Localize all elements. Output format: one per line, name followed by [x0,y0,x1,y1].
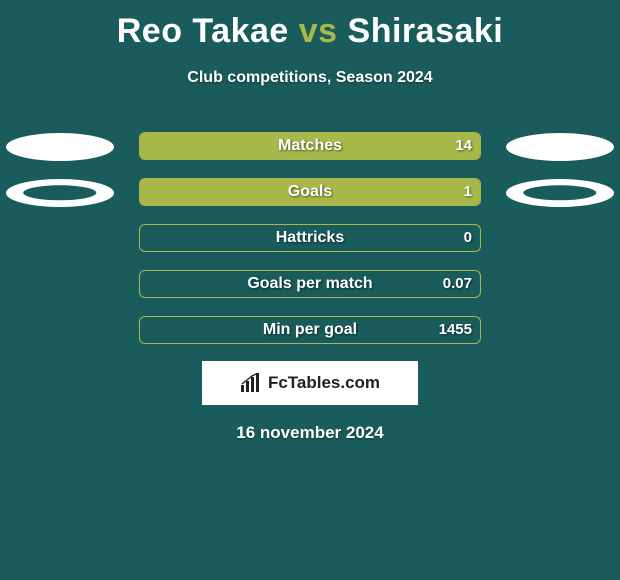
player1-ellipse [6,133,114,161]
fill-right [140,179,480,205]
stat-track [139,178,481,206]
stat-track [139,316,481,344]
brand-badge: FcTables.com [202,361,418,405]
player1-ellipse [6,179,114,207]
bar-chart-icon [240,373,262,393]
date-label: 16 november 2024 [0,423,620,443]
page-title: Reo Takae vs Shirasaki [0,0,620,51]
stat-value-right: 0 [464,224,472,252]
stat-row: Hattricks0 [0,223,620,253]
stat-track [139,270,481,298]
title-vs: vs [299,12,338,50]
comparison-chart: Matches14 Goals1 Hattricks0 Goals per match… [0,131,620,345]
player2-ellipse [506,179,614,207]
fill-right [140,133,480,159]
player2-ellipse [506,133,614,161]
brand-text: FcTables.com [268,373,380,393]
stat-value-right: 14 [455,132,472,160]
title-player1: Reo Takae [117,12,289,50]
stat-track [139,132,481,160]
stat-row: Goals per match0.07 [0,269,620,299]
title-player2: Shirasaki [348,12,504,50]
stat-row: Matches14 [0,131,620,161]
stat-row: Goals1 [0,177,620,207]
stat-track [139,224,481,252]
stat-value-right: 0.07 [443,270,472,298]
subtitle: Club competitions, Season 2024 [0,69,620,87]
stat-row: Min per goal1455 [0,315,620,345]
stat-value-right: 1455 [439,316,472,344]
stat-value-right: 1 [464,178,472,206]
